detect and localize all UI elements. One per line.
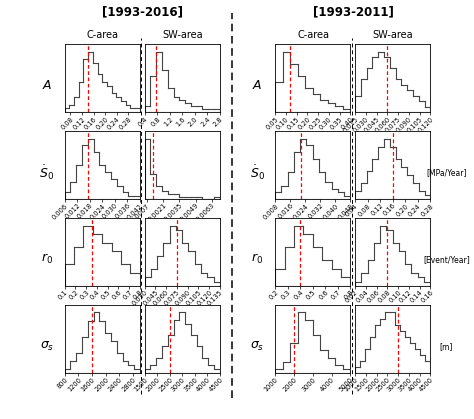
Text: $\mathit{A}$: $\mathit{A}$ — [252, 79, 263, 92]
Text: $\mathit{r_0}$: $\mathit{r_0}$ — [251, 252, 264, 266]
Text: $\mathit{A}$: $\mathit{A}$ — [42, 79, 52, 92]
Text: [m]: [m] — [440, 342, 453, 351]
Text: C-area: C-area — [297, 30, 329, 40]
Text: C-area: C-area — [87, 30, 119, 40]
Text: [MPa/Year]: [MPa/Year] — [426, 168, 467, 177]
Text: $\mathit{\dot{S}_0}$: $\mathit{\dot{S}_0}$ — [250, 163, 265, 182]
Text: [1993-2016]: [1993-2016] — [102, 6, 183, 19]
Text: $\mathit{\sigma_s}$: $\mathit{\sigma_s}$ — [40, 340, 54, 353]
Text: SW-area: SW-area — [163, 30, 203, 40]
Text: $\mathit{\dot{S}_0}$: $\mathit{\dot{S}_0}$ — [39, 163, 55, 182]
Text: $\mathit{r_0}$: $\mathit{r_0}$ — [41, 252, 53, 266]
Text: [Event/Year]: [Event/Year] — [423, 255, 470, 264]
Text: SW-area: SW-area — [373, 30, 413, 40]
Text: [1993-2011]: [1993-2011] — [313, 6, 393, 19]
Text: $\mathit{\sigma_s}$: $\mathit{\sigma_s}$ — [250, 340, 264, 353]
